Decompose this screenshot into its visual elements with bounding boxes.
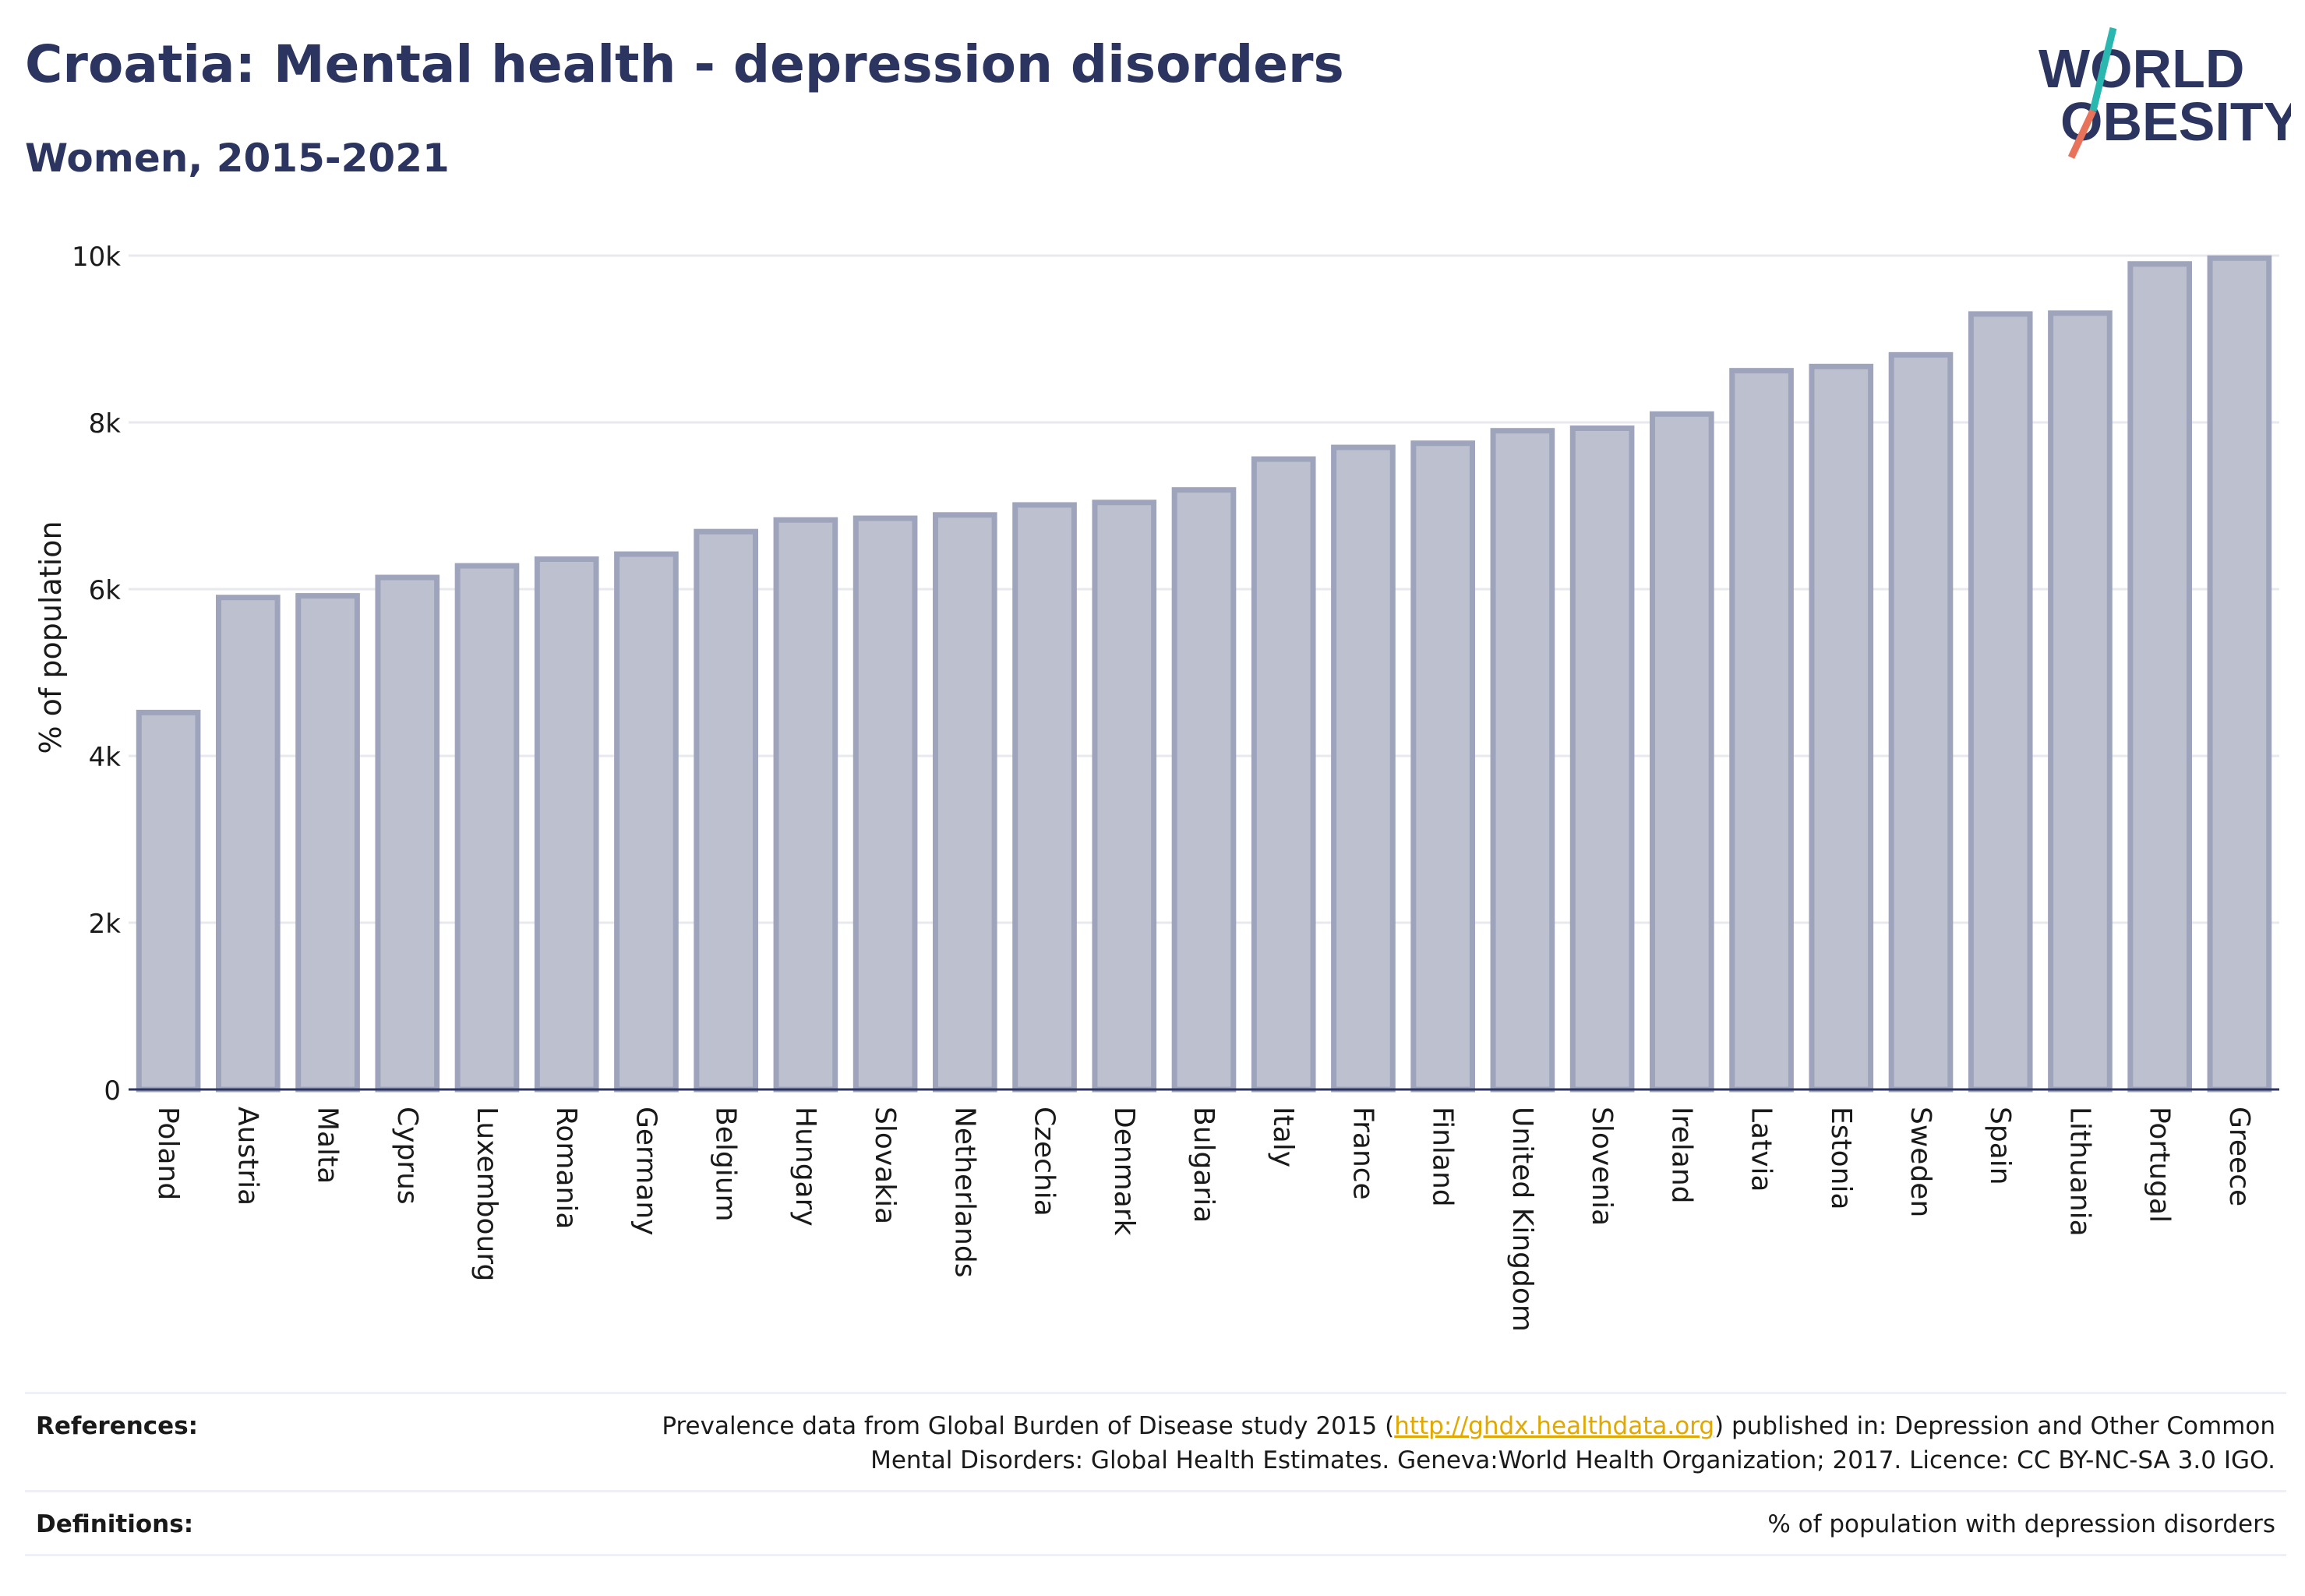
x-tick-label: Austria xyxy=(231,1107,263,1206)
bar-romania xyxy=(534,556,599,1093)
x-tick-label: Romania xyxy=(550,1107,582,1229)
references-line1: Prevalence data from Global Burden of Di… xyxy=(662,1412,2275,1440)
bars xyxy=(136,255,2272,1093)
x-tick-label: Portugal xyxy=(2144,1107,2176,1223)
bar-chart: 0 2k 4k 6k 8k 10k Poland Austria Malta Cyprus Luxe… xyxy=(34,242,2279,1332)
x-tick-label: Estonia xyxy=(1825,1107,1857,1210)
bar-belgium xyxy=(694,528,758,1093)
x-tick-label: Latvia xyxy=(1746,1107,1777,1192)
x-tick-label: Italy xyxy=(1267,1107,1299,1167)
bar-austria xyxy=(216,595,281,1093)
x-tick-label: Spain xyxy=(1984,1107,2016,1185)
x-tick-label: Luxembourg xyxy=(471,1107,503,1281)
y-axis-label: % of population xyxy=(34,521,68,754)
definitions-section: Definitions: % of population with depres… xyxy=(25,1507,2286,1554)
bar-denmark xyxy=(1092,500,1157,1093)
chart-subtitle: Women, 2015-2021 xyxy=(25,136,450,181)
bar-luxembourg xyxy=(454,563,520,1093)
bar-estonia xyxy=(1809,363,1874,1093)
x-tick-label: Lithuania xyxy=(2063,1107,2095,1237)
chart-title: Croatia: Mental health - depression diso… xyxy=(25,34,1344,94)
bar-lithuania xyxy=(2048,310,2113,1093)
x-tick-label: Netherlands xyxy=(948,1107,980,1277)
bar-germany xyxy=(614,551,679,1093)
bar-slovakia xyxy=(852,515,918,1093)
x-tick-label: Denmark xyxy=(1108,1107,1140,1236)
bar-czechia xyxy=(1012,502,1077,1093)
bar-united-kingdom xyxy=(1490,428,1555,1093)
x-tick-label: Ireland xyxy=(1665,1107,1697,1204)
x-tick-label: Belgium xyxy=(710,1107,742,1222)
references-link[interactable]: http://ghdx.healthdata.org xyxy=(1394,1412,1715,1440)
references-section: References: Prevalence data from Global … xyxy=(25,1409,2286,1487)
x-tick-label: Cyprus xyxy=(391,1107,423,1205)
bar-sweden xyxy=(1888,351,1954,1093)
x-tick-label: Greece xyxy=(2223,1107,2255,1206)
bar-ireland xyxy=(1650,411,1714,1093)
x-tick-label: Finland xyxy=(1427,1107,1459,1207)
bar-greece xyxy=(2207,255,2272,1093)
references-text: Prevalence data from Global Burden of Di… xyxy=(662,1409,2275,1478)
bar-hungary xyxy=(773,517,838,1093)
bar-poland xyxy=(136,709,201,1093)
bar-finland xyxy=(1410,440,1475,1093)
x-tick-label: Czechia xyxy=(1029,1107,1061,1216)
y-tick-label: 6k xyxy=(89,575,122,606)
references-label: References: xyxy=(36,1412,199,1440)
axes: 0 2k 4k 6k 8k 10k Poland Austria Malta Cyprus Luxe… xyxy=(72,242,2279,1332)
bar-netherlands xyxy=(933,512,997,1093)
footer-divider-top xyxy=(25,1392,2286,1394)
bar-spain xyxy=(1968,311,2033,1093)
y-tick-label: 8k xyxy=(89,408,122,440)
bar-italy xyxy=(1251,456,1316,1093)
world-obesity-logo: WORLD OBESITY xyxy=(2038,26,2291,159)
bar-slovenia xyxy=(1569,425,1635,1093)
footer-divider-bottom xyxy=(25,1554,2286,1556)
definitions-text: % of population with depression disorder… xyxy=(1767,1510,2275,1538)
x-tick-label: Bulgaria xyxy=(1188,1107,1220,1223)
y-tick-label: 0 xyxy=(104,1075,121,1107)
logo-slash-coral xyxy=(2067,109,2097,159)
x-tick-label: United Kingdom xyxy=(1506,1107,1538,1332)
x-tick-label: Sweden xyxy=(1904,1107,1936,1217)
y-tick-label: 4k xyxy=(89,742,122,773)
bar-cyprus xyxy=(375,574,440,1093)
x-tick-label: Malta xyxy=(312,1107,344,1184)
x-tick-label: France xyxy=(1347,1107,1378,1200)
x-tick-label: Slovenia xyxy=(1586,1107,1618,1226)
bar-latvia xyxy=(1729,368,1794,1093)
bar-france xyxy=(1331,444,1396,1093)
y-tick-label: 10k xyxy=(72,242,121,273)
footer-divider-middle xyxy=(25,1490,2286,1492)
definitions-label: Definitions: xyxy=(36,1510,194,1538)
bar-bulgaria xyxy=(1171,487,1237,1093)
x-tick-label: Hungary xyxy=(789,1107,821,1227)
logo-slash-teal xyxy=(2089,26,2117,112)
x-tick-label: Slovakia xyxy=(869,1107,901,1224)
x-tick-label: Poland xyxy=(152,1107,184,1200)
bar-portugal xyxy=(2127,261,2192,1093)
references-line2: Mental Disorders: Global Health Estimate… xyxy=(870,1446,2275,1474)
y-tick-label: 2k xyxy=(89,909,122,940)
x-tick-label: Germany xyxy=(630,1107,662,1235)
logo-line1: WORLD xyxy=(2038,38,2244,99)
bar-malta xyxy=(295,593,360,1093)
